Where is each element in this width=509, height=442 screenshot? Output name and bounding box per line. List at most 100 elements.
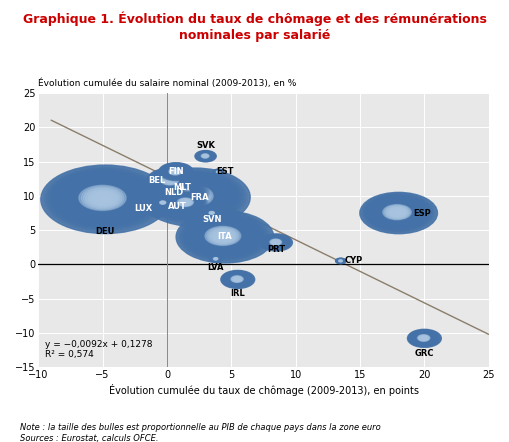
Circle shape — [217, 171, 219, 172]
Circle shape — [159, 201, 166, 204]
Circle shape — [161, 202, 164, 203]
Circle shape — [223, 272, 250, 286]
Circle shape — [374, 200, 418, 224]
Circle shape — [217, 233, 230, 240]
Circle shape — [200, 224, 245, 248]
Circle shape — [397, 212, 399, 213]
Circle shape — [58, 174, 148, 222]
Circle shape — [171, 194, 200, 210]
Circle shape — [335, 259, 345, 263]
Circle shape — [338, 260, 342, 262]
Text: MLT: MLT — [173, 183, 191, 192]
Circle shape — [360, 193, 435, 233]
Circle shape — [161, 202, 164, 203]
Circle shape — [165, 167, 184, 176]
Circle shape — [411, 332, 435, 344]
Circle shape — [227, 274, 246, 284]
Circle shape — [336, 259, 343, 263]
Circle shape — [162, 202, 163, 203]
Circle shape — [266, 237, 284, 247]
Circle shape — [231, 276, 242, 282]
Circle shape — [412, 332, 434, 344]
Circle shape — [407, 330, 440, 347]
Circle shape — [188, 194, 200, 200]
Circle shape — [420, 336, 427, 340]
Circle shape — [335, 259, 344, 263]
Circle shape — [229, 275, 244, 283]
Circle shape — [201, 154, 209, 158]
Circle shape — [161, 183, 195, 201]
Circle shape — [179, 186, 185, 189]
Circle shape — [159, 163, 192, 181]
Circle shape — [159, 201, 165, 204]
Circle shape — [163, 180, 222, 212]
Circle shape — [180, 187, 184, 189]
Circle shape — [44, 167, 164, 231]
Circle shape — [205, 210, 218, 217]
Circle shape — [265, 236, 286, 248]
Circle shape — [146, 168, 195, 194]
Circle shape — [156, 177, 229, 216]
Circle shape — [74, 183, 130, 213]
Circle shape — [363, 195, 431, 230]
Circle shape — [83, 188, 122, 208]
Circle shape — [180, 187, 184, 189]
Circle shape — [159, 175, 180, 186]
Circle shape — [179, 186, 185, 189]
Circle shape — [154, 198, 172, 207]
Text: Sources : Eurostat, calculs OFCE.: Sources : Eurostat, calculs OFCE. — [20, 434, 159, 442]
Circle shape — [160, 164, 190, 180]
Circle shape — [214, 170, 221, 174]
Circle shape — [150, 176, 210, 209]
Circle shape — [178, 188, 208, 204]
Text: FRA: FRA — [189, 193, 208, 202]
Circle shape — [165, 181, 220, 210]
Circle shape — [151, 171, 188, 191]
Circle shape — [177, 212, 271, 262]
Circle shape — [148, 172, 239, 221]
Circle shape — [153, 171, 186, 189]
Circle shape — [195, 151, 215, 161]
Circle shape — [264, 236, 287, 248]
Circle shape — [174, 171, 177, 172]
Circle shape — [231, 276, 243, 282]
Circle shape — [205, 209, 218, 217]
Circle shape — [212, 230, 234, 242]
Circle shape — [222, 236, 226, 238]
Circle shape — [221, 271, 253, 288]
Circle shape — [182, 201, 189, 204]
Circle shape — [410, 331, 437, 345]
Circle shape — [183, 201, 188, 204]
Circle shape — [190, 219, 255, 253]
Circle shape — [175, 197, 195, 208]
Circle shape — [146, 168, 195, 194]
Circle shape — [157, 181, 200, 203]
Circle shape — [213, 231, 233, 241]
Circle shape — [224, 273, 249, 286]
Circle shape — [176, 191, 182, 194]
Circle shape — [150, 170, 190, 191]
Circle shape — [260, 234, 292, 251]
Circle shape — [335, 258, 345, 263]
Circle shape — [210, 256, 221, 262]
Text: BEL: BEL — [148, 176, 165, 185]
Circle shape — [165, 178, 175, 183]
Circle shape — [171, 188, 186, 196]
Circle shape — [418, 335, 428, 340]
Circle shape — [159, 163, 191, 180]
Circle shape — [423, 338, 424, 339]
Circle shape — [275, 242, 276, 243]
Circle shape — [179, 186, 185, 189]
Circle shape — [409, 331, 437, 346]
Circle shape — [167, 183, 218, 210]
Circle shape — [180, 187, 184, 189]
Text: DEU: DEU — [95, 227, 115, 236]
Circle shape — [161, 175, 178, 185]
Circle shape — [155, 198, 171, 207]
Circle shape — [368, 197, 425, 228]
Circle shape — [269, 239, 281, 245]
Circle shape — [180, 187, 184, 189]
Circle shape — [215, 170, 221, 173]
Circle shape — [372, 199, 421, 225]
Circle shape — [143, 170, 245, 224]
